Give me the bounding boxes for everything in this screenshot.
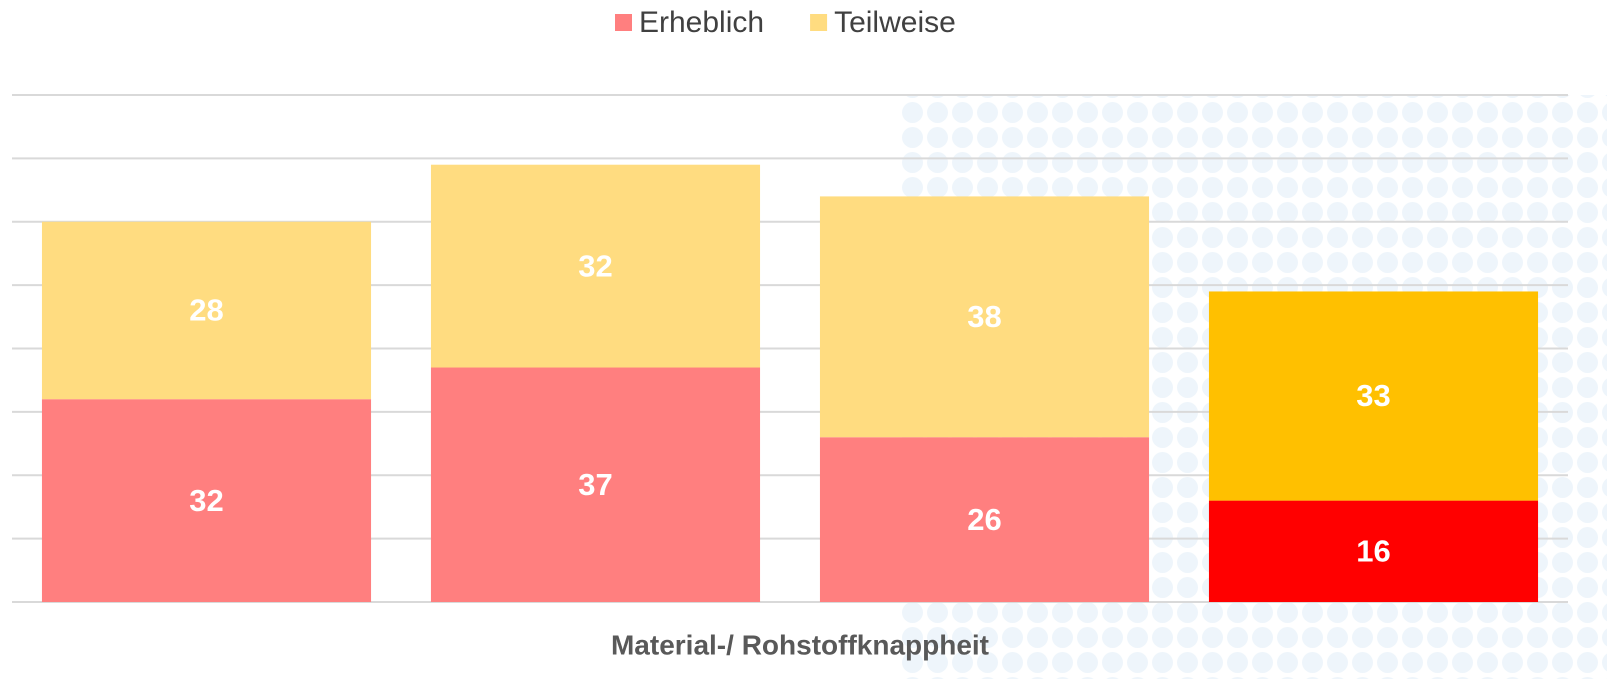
x-axis-label: Material-/ Rohstoffknappheit [611,629,989,660]
bar-segment [819,437,1150,602]
bar-segment [41,221,372,400]
data-label: 16 [1356,533,1390,568]
data-label: 32 [189,483,223,518]
legend-swatch [810,14,828,31]
data-label: 32 [578,248,612,283]
legend-swatch [615,14,632,31]
bar-segment [41,399,372,602]
bar-segment [430,164,761,368]
legend-label: Erheblich [639,6,764,39]
legend-label: Teilweise [834,6,956,39]
data-label: 26 [967,502,1001,537]
bar-segment [1208,500,1539,602]
data-label: 38 [967,299,1001,334]
bar-segment [819,196,1150,438]
data-label: 37 [578,467,612,502]
data-label: 28 [189,293,223,328]
data-label: 33 [1356,378,1390,413]
bar-segment [1208,291,1539,501]
bar-segment [430,367,761,602]
